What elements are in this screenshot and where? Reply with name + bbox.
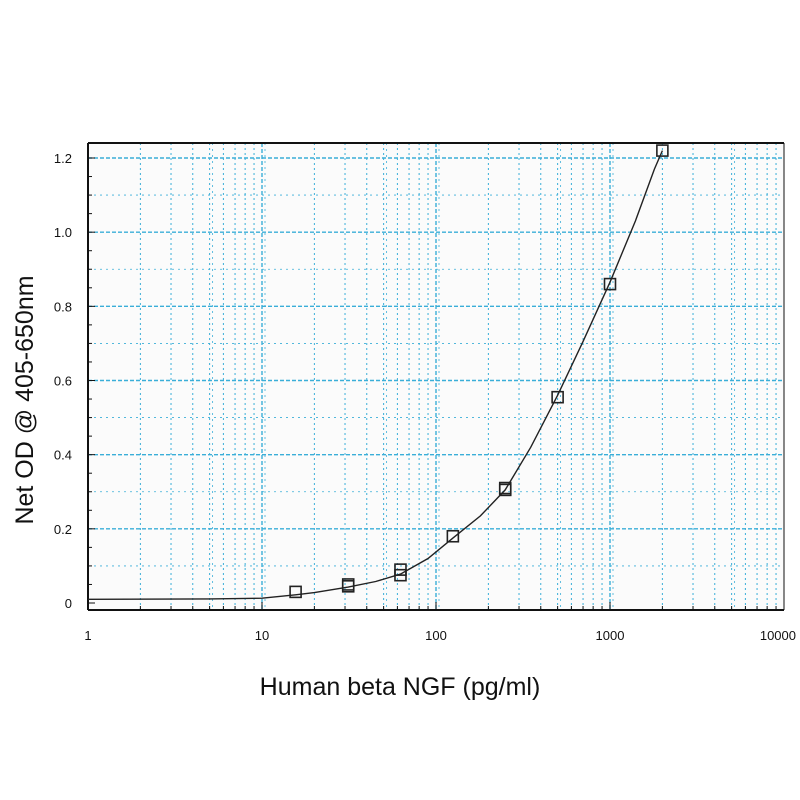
- x-tick-label: 100: [425, 628, 447, 643]
- fit-curve: [87, 150, 664, 600]
- y-tick-label: 0.4: [54, 448, 72, 463]
- data-point: [341, 578, 355, 591]
- y-tick-label: 1.2: [54, 151, 72, 166]
- axes: [87, 142, 785, 611]
- fit-curve-group: [87, 150, 664, 600]
- x-tick-label: 1000: [596, 628, 625, 643]
- data-points: [289, 144, 669, 599]
- x-tick-label: 10000: [760, 628, 796, 643]
- data-point: [394, 563, 407, 576]
- tick-labels: 0 0.2 0.4 0.6 0.8 1.0 1.2 1 10 100 1000 10000: [54, 151, 796, 643]
- x-axis-title: Human beta NGF (pg/ml): [260, 673, 541, 701]
- plot-background: [88, 143, 784, 610]
- y-tick-label: 0.8: [54, 299, 72, 314]
- data-point: [498, 481, 512, 495]
- y-axis-title: Net OD @ 405-650nm: [11, 275, 39, 524]
- grid: [88, 143, 784, 610]
- y-tick-label: 0: [65, 596, 72, 611]
- y-tick-label: 0.2: [54, 522, 72, 537]
- data-point: [551, 390, 564, 404]
- y-tick-label: 1.0: [54, 225, 72, 240]
- x-tick-label: 10: [255, 628, 269, 643]
- data-point: [656, 144, 669, 157]
- data-point: [289, 585, 302, 599]
- data-point: [603, 277, 617, 291]
- data-point: [446, 529, 460, 543]
- x-tick-label: 1: [84, 628, 91, 643]
- y-tick-label: 0.6: [54, 374, 72, 389]
